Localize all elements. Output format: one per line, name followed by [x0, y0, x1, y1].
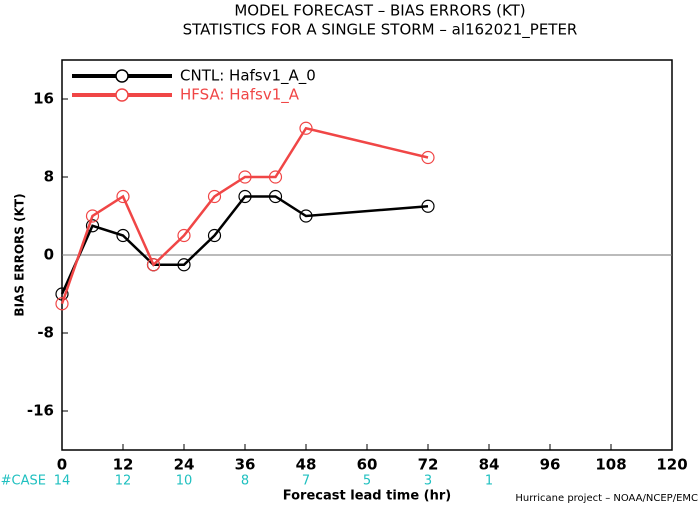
- point: [207, 189, 222, 204]
- case-count: 5: [363, 474, 371, 489]
- point: [85, 209, 100, 223]
- legend-marker: [115, 69, 129, 83]
- point: [238, 170, 252, 184]
- x-tick-label: 108: [595, 456, 626, 474]
- case-count: 7: [302, 474, 310, 489]
- point: [268, 189, 283, 204]
- x-axis-label: Forecast lead time (hr): [283, 489, 451, 504]
- series-line: [60, 126, 429, 305]
- legend-label: CNTL: Hafsv1_A_0: [180, 67, 316, 86]
- chart-subtitle: STATISTICS FOR A SINGLE STORM – al162021…: [183, 21, 578, 40]
- case-count: 14: [54, 474, 71, 489]
- x-tick-label: 84: [479, 456, 500, 474]
- point: [421, 199, 435, 213]
- point: [421, 150, 435, 165]
- point: [177, 228, 191, 243]
- x-tick-label: 96: [540, 456, 561, 474]
- case-count: 3: [424, 474, 432, 489]
- y-tick-label: -16: [27, 402, 54, 420]
- point: [116, 228, 130, 243]
- y-axis-label: BIAS ERRORS (KT): [13, 193, 27, 316]
- y-tick-label: -8: [37, 324, 54, 342]
- x-tick-label: 60: [357, 456, 378, 474]
- legend-label: HFSA: Hafsv1_A: [180, 86, 300, 105]
- y-tick-label: 8: [44, 168, 54, 186]
- case-label: #CASE: [1, 474, 46, 489]
- x-tick-label: 48: [296, 456, 317, 474]
- point: [238, 189, 252, 204]
- point: [268, 170, 283, 184]
- x-tick-label: 120: [656, 456, 687, 474]
- case-count: 1: [485, 474, 493, 489]
- point: [146, 258, 161, 272]
- point: [116, 189, 130, 204]
- x-tick-label: 12: [113, 456, 134, 474]
- case-count: 10: [176, 474, 193, 489]
- x-tick-label: 0: [57, 456, 67, 474]
- point: [299, 121, 313, 135]
- point: [55, 297, 69, 311]
- y-tick-label: 0: [44, 246, 54, 264]
- point: [207, 228, 222, 243]
- series-line: [60, 195, 429, 295]
- case-count: 12: [115, 474, 132, 489]
- x-tick-label: 24: [174, 456, 195, 474]
- chart-title: MODEL FORECAST – BIAS ERRORS (KT): [234, 2, 525, 20]
- case-count: 8: [241, 474, 249, 489]
- x-tick-label: 72: [418, 456, 439, 474]
- x-tick-label: 36: [235, 456, 256, 474]
- legend-marker: [115, 88, 129, 102]
- point: [177, 258, 191, 272]
- y-tick-label: 16: [33, 90, 54, 108]
- point: [299, 209, 313, 223]
- footer: Hurricane project – NOAA/NCEP/EMC: [515, 493, 698, 504]
